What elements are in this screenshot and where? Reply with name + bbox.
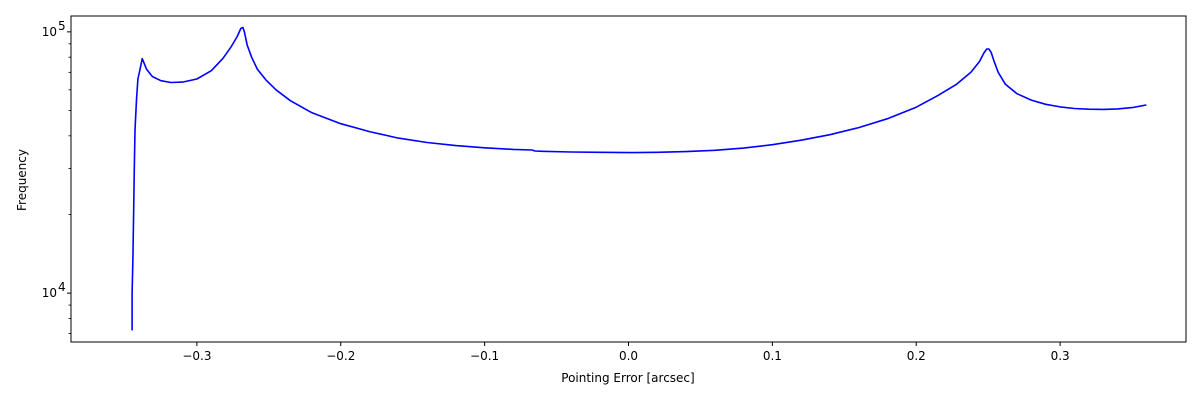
x-tick-label: 0.0 bbox=[619, 349, 638, 363]
x-tick-label: −0.2 bbox=[326, 349, 355, 363]
y-tick-exponent: 4 bbox=[58, 280, 66, 294]
x-tick-label: 0.1 bbox=[763, 349, 782, 363]
y-tick-label: 10 bbox=[42, 25, 57, 39]
y-tick-exponent: 5 bbox=[58, 19, 66, 33]
x-axis-ticks: −0.3 −0.2 −0.1 0.0 0.1 0.2 0.3 bbox=[182, 342, 1070, 363]
x-tick-label: 0.3 bbox=[1051, 349, 1070, 363]
y-tick-label: 10 bbox=[42, 286, 57, 300]
x-tick-label: −0.1 bbox=[470, 349, 499, 363]
series-line-frequency bbox=[131, 26, 1147, 331]
x-axis-label: Pointing Error [arcsec] bbox=[561, 371, 694, 385]
plot-background bbox=[71, 16, 1186, 342]
x-tick-label: 0.2 bbox=[907, 349, 926, 363]
y-axis-label: Frequency bbox=[15, 149, 29, 211]
x-tick-label: −0.3 bbox=[182, 349, 211, 363]
data-layer bbox=[131, 26, 1147, 331]
